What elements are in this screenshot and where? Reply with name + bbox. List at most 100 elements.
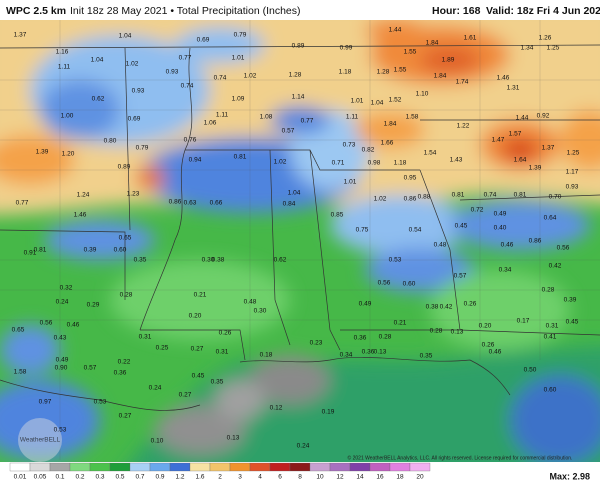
point-label: 0.31 — [139, 334, 152, 341]
point-label: 1.01 — [232, 55, 245, 62]
point-label: 0.74 — [181, 83, 194, 90]
point-label: 0.39 — [84, 247, 97, 254]
point-label: 1.28 — [377, 69, 390, 76]
point-label: 0.60 — [114, 247, 127, 254]
point-label: 1.55 — [404, 49, 417, 56]
point-label: 0.26 — [482, 342, 495, 349]
colorbar-swatch — [109, 462, 131, 472]
point-label: 0.81 — [234, 154, 247, 161]
point-label: 1.25 — [567, 150, 580, 157]
colorbar-swatch — [249, 462, 271, 472]
header-valid: Valid: 18z Fri 4 Jun 2021 — [486, 5, 600, 17]
colorbar-label: 0.5 — [115, 474, 124, 481]
point-label: 1.57 — [509, 131, 522, 138]
point-label: 0.73 — [343, 142, 356, 149]
point-label: 0.17 — [517, 318, 530, 325]
point-label: 0.48 — [434, 242, 447, 249]
point-label: 1.02 — [374, 196, 387, 203]
point-label: 1.02 — [274, 159, 287, 166]
point-label: 0.79 — [136, 145, 149, 152]
point-label: 0.79 — [234, 32, 247, 39]
colorbar-label: 0.9 — [155, 474, 164, 481]
point-label: 1.47 — [492, 137, 505, 144]
point-label: 1.66 — [381, 140, 394, 147]
point-label: 1.18 — [394, 160, 407, 167]
point-label: 0.81 — [514, 192, 527, 199]
point-label: 1.01 — [351, 98, 364, 105]
point-label: 0.38 — [426, 304, 439, 311]
point-label: 0.38 — [212, 257, 225, 264]
point-label: 1.04 — [288, 190, 301, 197]
colorbar-label: 12 — [336, 474, 344, 481]
colorbar-label: 20 — [416, 474, 424, 481]
point-label: 0.50 — [524, 367, 537, 374]
point-label: 0.66 — [210, 200, 223, 207]
point-label: 0.43 — [54, 335, 67, 342]
point-label: 1.04 — [119, 33, 132, 40]
point-label: 1.84 — [434, 73, 447, 80]
point-label: 1.11 — [346, 114, 359, 121]
point-label: 0.21 — [394, 320, 407, 327]
colorbar-swatch — [9, 462, 31, 472]
colorbar-swatch — [169, 462, 191, 472]
colorbar-swatch — [349, 462, 371, 472]
point-label: 0.45 — [192, 373, 205, 380]
point-label: 1.24 — [77, 192, 90, 199]
point-label: 1.74 — [456, 79, 469, 86]
colorbar-swatch — [309, 462, 331, 472]
point-label: 0.86 — [529, 238, 542, 245]
header-title: WPC 2.5 km — [6, 5, 66, 17]
colorbar-swatch — [129, 462, 151, 472]
point-label: 0.32 — [60, 285, 73, 292]
point-label: 1.11 — [58, 64, 71, 71]
point-label: 1.89 — [442, 57, 455, 64]
colorbar-label: 18 — [396, 474, 404, 481]
point-label: 1.44 — [389, 27, 402, 34]
point-label: 0.57 — [282, 128, 295, 135]
point-label: 0.57 — [454, 273, 467, 280]
point-label: 0.49 — [56, 357, 69, 364]
point-label: 1.54 — [424, 150, 437, 157]
point-label: 0.72 — [471, 207, 484, 214]
point-label: 0.65 — [12, 327, 25, 334]
logo-badge — [18, 418, 62, 462]
point-label: 0.13 — [451, 329, 464, 336]
point-label: 0.93 — [566, 184, 579, 191]
point-label: 0.42 — [440, 304, 453, 311]
point-label: 0.86 — [169, 199, 182, 206]
point-label: 0.30 — [254, 308, 267, 315]
point-label: 0.20 — [189, 313, 202, 320]
point-label: 0.49 — [359, 301, 372, 308]
point-label: 0.93 — [132, 88, 145, 95]
point-label: 0.41 — [544, 334, 557, 341]
colorbar-label: 3 — [238, 474, 242, 481]
point-label: 0.48 — [244, 299, 257, 306]
point-label: 1.46 — [74, 212, 87, 219]
point-label: 0.89 — [292, 43, 305, 50]
copyright: © 2021 WeatherBELL Analytics, LLC. All r… — [348, 454, 573, 461]
colorbar-swatch — [49, 462, 71, 472]
colorbar: 0.01 0.05 0.1 0.2 0.3 0.5 0.7 0.9 1.2 1.6 2 3 4 6 8 10 1… — [9, 462, 431, 481]
point-label: 1.01 — [344, 179, 357, 186]
point-label: 0.27 — [191, 346, 204, 353]
point-label: 0.20 — [479, 323, 492, 330]
point-label: 1.14 — [292, 94, 305, 101]
point-label: 0.98 — [368, 160, 381, 167]
point-label: 0.34 — [340, 352, 353, 359]
point-label: 0.77 — [16, 200, 29, 207]
colorbar-swatch — [29, 462, 51, 472]
point-label: 1.55 — [394, 67, 407, 74]
point-label: 0.35 — [420, 353, 433, 360]
point-label: 0.97 — [39, 399, 52, 406]
point-label: 0.31 — [216, 349, 229, 356]
point-label: 1.16 — [56, 49, 69, 56]
point-label: 0.22 — [118, 359, 131, 366]
point-label: 0.35 — [134, 257, 147, 264]
point-label: 1.18 — [339, 69, 352, 76]
header-subtitle: Init 18z 28 May 2021 • Total Precipitati… — [70, 5, 301, 17]
point-label: 1.61 — [464, 35, 477, 42]
point-label: 0.36 — [354, 335, 367, 342]
colorbar-label: 2 — [218, 474, 222, 481]
